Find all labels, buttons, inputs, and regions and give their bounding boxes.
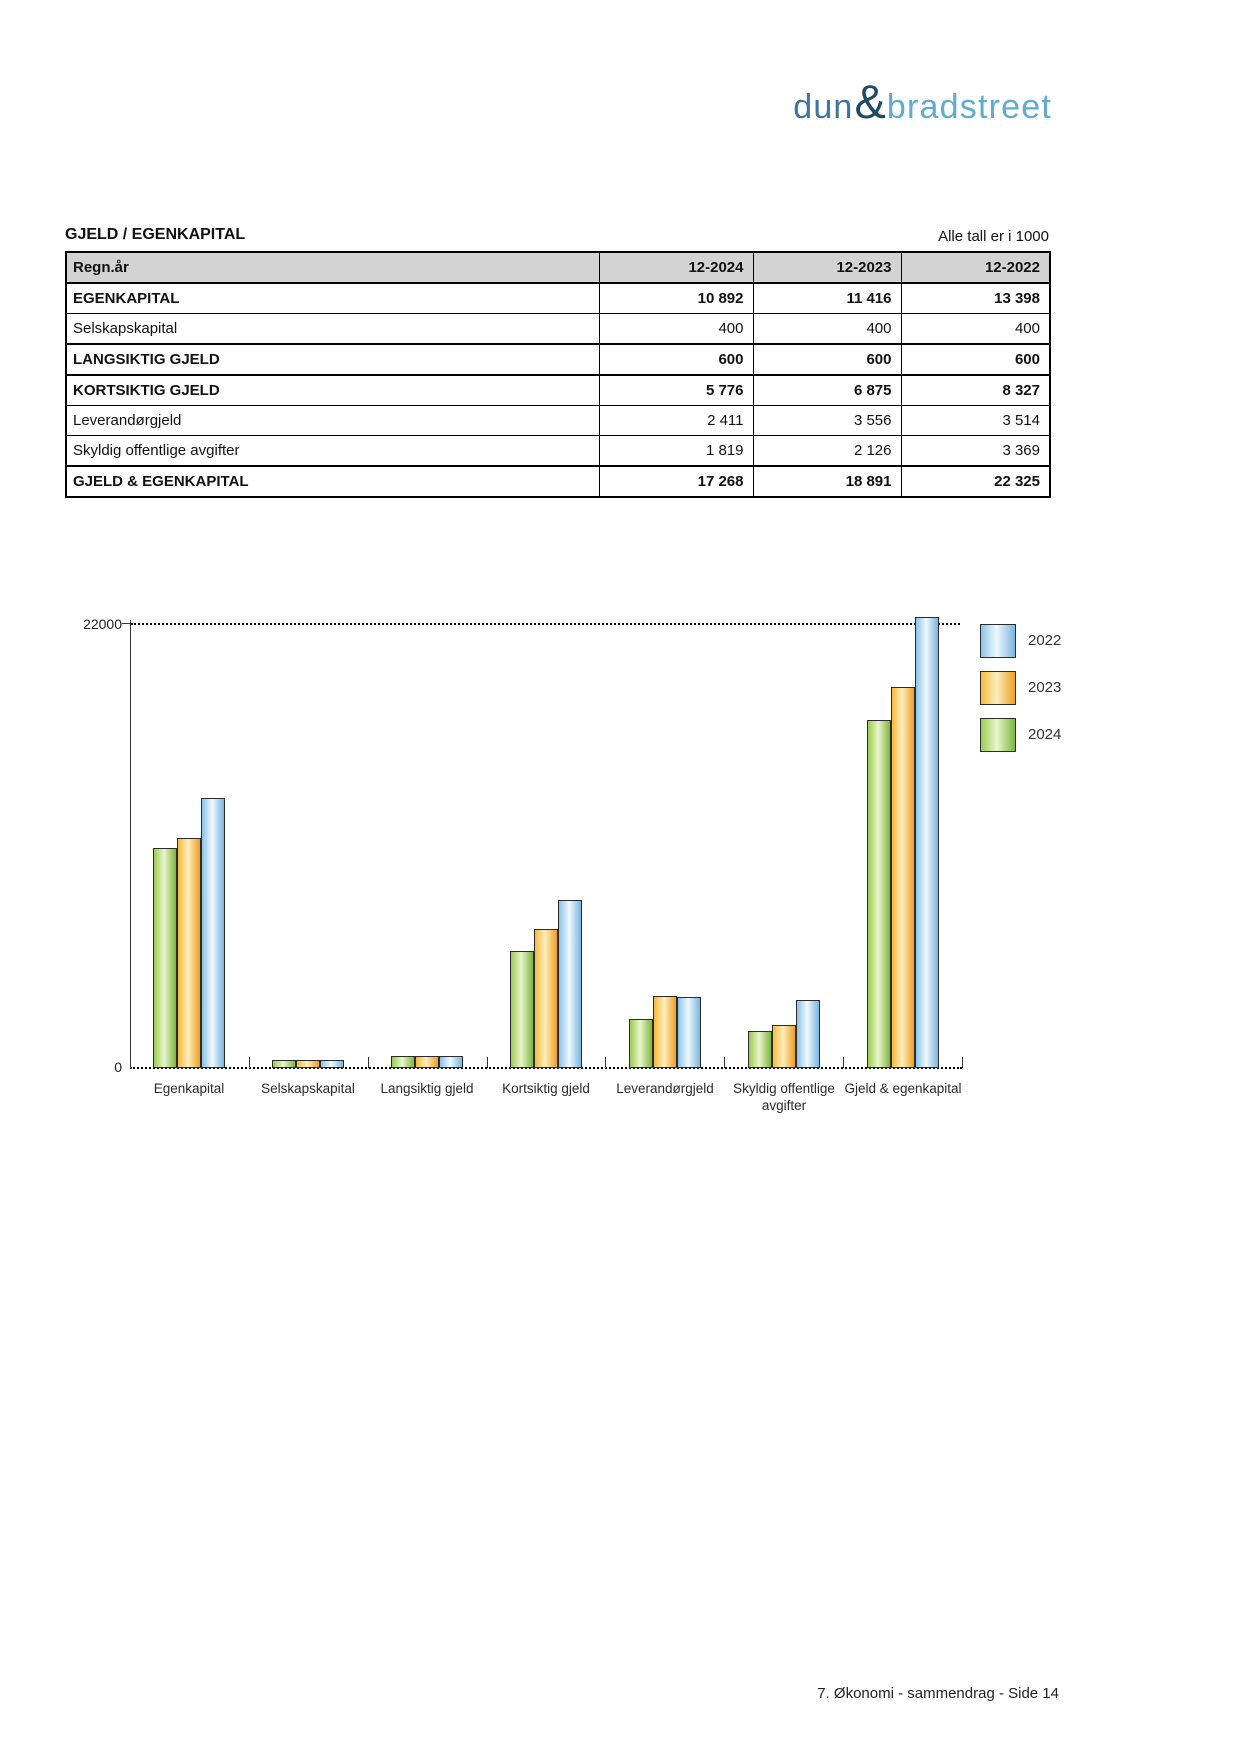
logo-ampersand-icon: & [854, 75, 886, 128]
header-regnaar: Regn.år [65, 251, 600, 284]
y-tick-label-zero: 0 [114, 1059, 122, 1075]
bar-2023-5 [772, 1025, 796, 1068]
row-value: 2 126 [752, 435, 902, 467]
table-header-row: Regn.år 12-2024 12-2023 12-2022 [65, 251, 1051, 284]
page-footer: 7. Økonomi - sammendrag - Side 14 [817, 1685, 1059, 1702]
row-label: EGENKAPITAL [65, 282, 600, 314]
x-axis-tick [843, 1057, 844, 1068]
x-axis-label: Leverandørgjeld [616, 1081, 714, 1096]
legend-swatch-2023 [980, 671, 1016, 705]
row-label: GJELD & EGENKAPITAL [65, 465, 600, 498]
row-value: 13 398 [900, 282, 1051, 314]
bar-2024-2 [391, 1056, 415, 1068]
bar-2024-6 [867, 720, 891, 1068]
table-body: EGENKAPITAL 10 892 11 416 13 398 Selskapskap… [65, 282, 1051, 498]
legend-label-2023: 2023 [1028, 679, 1062, 696]
x-axis-tick [605, 1057, 606, 1068]
row-value: 11 416 [752, 282, 902, 314]
x-axis-label: Selskapskapital [261, 1081, 355, 1096]
bar-2023-3 [534, 929, 558, 1068]
row-value: 18 891 [752, 465, 902, 498]
bar-2024-5 [748, 1031, 772, 1068]
row-value: 5 776 [598, 374, 754, 406]
header-col-2022: 12-2022 [900, 251, 1051, 284]
financial-table: Regn.år 12-2024 12-2023 12-2022 EGENKAPI… [65, 251, 1051, 498]
table-row: Skyldig offentlige avgifter 1 819 2 126 3 3… [65, 435, 1051, 467]
bar-2024-3 [510, 951, 534, 1068]
row-value: 400 [752, 313, 902, 345]
bar-2022-1 [320, 1060, 344, 1068]
row-value: 10 892 [598, 282, 754, 314]
row-value: 17 268 [598, 465, 754, 498]
row-value: 8 327 [900, 374, 1051, 406]
bar-2022-3 [558, 900, 582, 1068]
row-value: 22 325 [900, 465, 1051, 498]
logo-bradstreet: bradstreet [886, 88, 1052, 126]
bar-2022-2 [439, 1056, 463, 1068]
x-axis-label: Skyldig offentlige avgifter [733, 1081, 835, 1113]
x-axis-tick [249, 1057, 250, 1068]
x-axis-line [130, 1067, 962, 1069]
header-col-2023: 12-2023 [752, 251, 902, 284]
bar-2023-6 [891, 687, 915, 1068]
legend-label-2024: 2024 [1028, 726, 1062, 743]
bar-2024-1 [272, 1060, 296, 1068]
bar-2023-4 [653, 996, 677, 1068]
row-value: 2 411 [598, 405, 754, 436]
legend-swatch-2022 [980, 624, 1016, 658]
row-value: 6 875 [752, 374, 902, 406]
header-col-2024: 12-2024 [598, 251, 754, 284]
x-axis-label: Kortsiktig gjeld [502, 1081, 590, 1096]
x-axis-tick [487, 1057, 488, 1068]
bar-2023-1 [296, 1060, 320, 1068]
row-label: Leverandørgjeld [65, 405, 600, 436]
legend-label-2022: 2022 [1028, 632, 1062, 649]
x-axis-label: Gjeld & egenkapital [844, 1081, 962, 1096]
row-value: 1 819 [598, 435, 754, 467]
legend-swatch-2024 [980, 718, 1016, 752]
row-value: 600 [598, 343, 754, 376]
units-note: Alle tall er i 1000 [938, 228, 1049, 245]
row-label: LANGSIKTIG GJELD [65, 343, 600, 376]
row-label: KORTSIKTIG GJELD [65, 374, 600, 406]
section-title: GJELD / EGENKAPITAL [65, 226, 246, 243]
table-row: KORTSIKTIG GJELD 5 776 6 875 8 327 [65, 374, 1051, 406]
bar-2022-0 [201, 798, 225, 1068]
x-axis-tick [368, 1057, 369, 1068]
logo-dun: dun [793, 88, 854, 126]
row-label: Skyldig offentlige avgifter [65, 435, 600, 467]
row-value: 3 514 [900, 405, 1051, 436]
bar-2022-4 [677, 997, 701, 1068]
row-value: 400 [900, 313, 1051, 345]
table-row: EGENKAPITAL 10 892 11 416 13 398 [65, 282, 1051, 314]
y-axis-tick-top [122, 623, 130, 624]
y-tick-label-max: 22000 [83, 616, 122, 632]
bar-2023-0 [177, 838, 201, 1068]
row-value: 400 [598, 313, 754, 345]
row-value: 3 556 [752, 405, 902, 436]
table-row: Leverandørgjeld 2 411 3 556 3 514 [65, 405, 1051, 436]
x-axis-label: Egenkapital [153, 1081, 225, 1096]
row-value: 3 369 [900, 435, 1051, 467]
x-axis-tick [724, 1057, 725, 1068]
bar-2022-5 [796, 1000, 820, 1068]
y-axis-line [130, 620, 131, 1068]
table-row: GJELD & EGENKAPITAL 17 268 18 891 22 325 [65, 465, 1051, 498]
bar-2024-4 [629, 1019, 653, 1068]
row-label: Selskapskapital [65, 313, 600, 345]
row-value: 600 [900, 343, 1051, 376]
x-axis-tick [962, 1057, 963, 1068]
dun-bradstreet-logo: dun & bradstreet [793, 74, 1052, 129]
bar-2023-2 [415, 1056, 439, 1068]
table-row: Selskapskapital 400 400 400 [65, 313, 1051, 345]
bar-2024-0 [153, 848, 177, 1068]
x-axis-label: Langsiktig gjeld [380, 1081, 474, 1096]
gridline-22000 [131, 623, 960, 625]
bar-2022-6 [915, 617, 939, 1068]
row-value: 600 [752, 343, 902, 376]
table-row: LANGSIKTIG GJELD 600 600 600 [65, 343, 1051, 376]
